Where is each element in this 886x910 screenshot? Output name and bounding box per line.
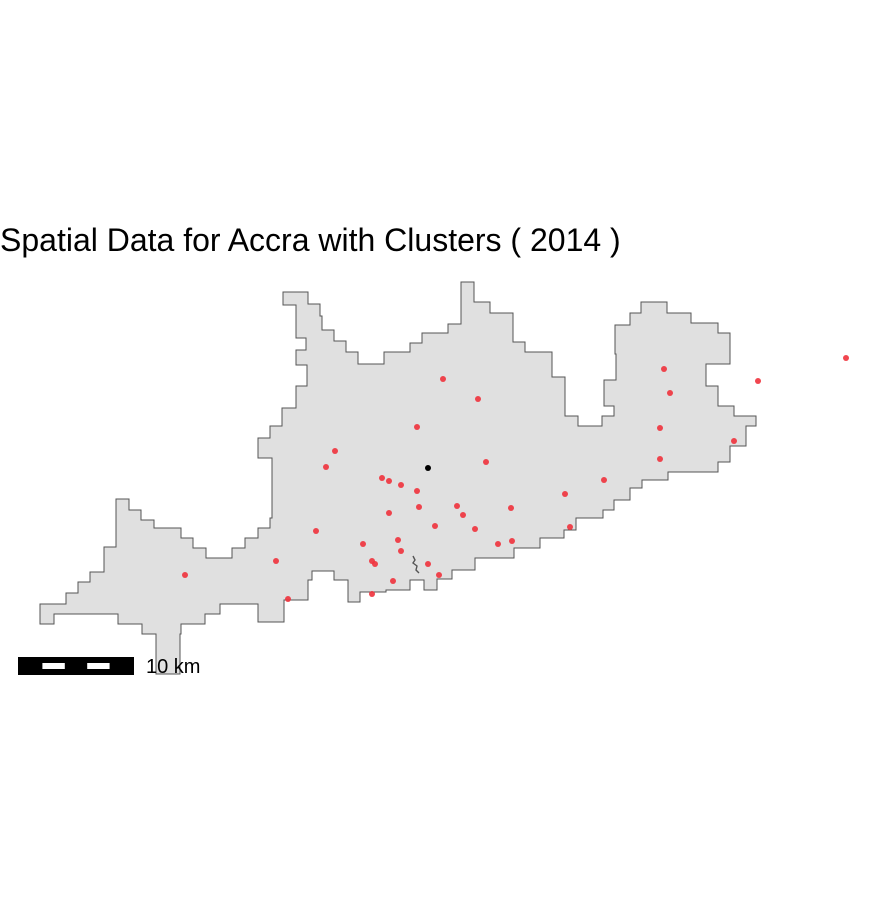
- cluster-point: [360, 541, 366, 547]
- cluster-point: [432, 523, 438, 529]
- cluster-point: [460, 512, 466, 518]
- map-title: Spatial Data for Accra with Clusters ( 2…: [0, 222, 621, 258]
- cluster-point: [483, 459, 489, 465]
- scale-bar-frame: [18, 657, 134, 675]
- scale-bar-segment: [42, 663, 65, 669]
- cluster-point: [601, 477, 607, 483]
- cluster-point: [657, 456, 663, 462]
- river-line: [412, 555, 420, 574]
- scale-bar: [18, 657, 134, 675]
- cluster-point: [182, 572, 188, 578]
- cluster-point: [495, 541, 501, 547]
- cluster-point: [398, 482, 404, 488]
- cluster-point: [425, 561, 431, 567]
- cluster-point: [436, 572, 442, 578]
- cluster-point: [731, 438, 737, 444]
- cluster-point: [398, 548, 404, 554]
- cluster-point: [667, 390, 673, 396]
- cluster-point: [843, 355, 849, 361]
- accra-region-polygon: [39, 281, 757, 675]
- cluster-point: [414, 424, 420, 430]
- river-feature: [412, 555, 420, 574]
- cluster-point: [661, 366, 667, 372]
- cluster-point: [332, 448, 338, 454]
- cluster-point: [395, 537, 401, 543]
- accra-boundary: [39, 281, 757, 675]
- cluster-point: [313, 528, 319, 534]
- cluster-point: [567, 524, 573, 530]
- cluster-point: [285, 596, 291, 602]
- scale-bar-label: 10 km: [146, 656, 201, 678]
- cluster-point: [509, 538, 515, 544]
- scale-bar-segment: [87, 663, 110, 669]
- cluster-point: [386, 510, 392, 516]
- cluster-point: [472, 526, 478, 532]
- cluster-point: [508, 505, 514, 511]
- cluster-point: [390, 578, 396, 584]
- cluster-point: [379, 475, 385, 481]
- city-center-point: [425, 465, 431, 471]
- cluster-point: [475, 396, 481, 402]
- cluster-points: [182, 355, 849, 602]
- cluster-point: [369, 591, 375, 597]
- cluster-point: [657, 425, 663, 431]
- cluster-point: [372, 561, 378, 567]
- cluster-point: [755, 378, 761, 384]
- cluster-point: [440, 376, 446, 382]
- cluster-point: [562, 491, 568, 497]
- cluster-point: [323, 464, 329, 470]
- cluster-point: [454, 503, 460, 509]
- cluster-point: [416, 504, 422, 510]
- cluster-point: [386, 478, 392, 484]
- cluster-point: [273, 558, 279, 564]
- cluster-point: [414, 488, 420, 494]
